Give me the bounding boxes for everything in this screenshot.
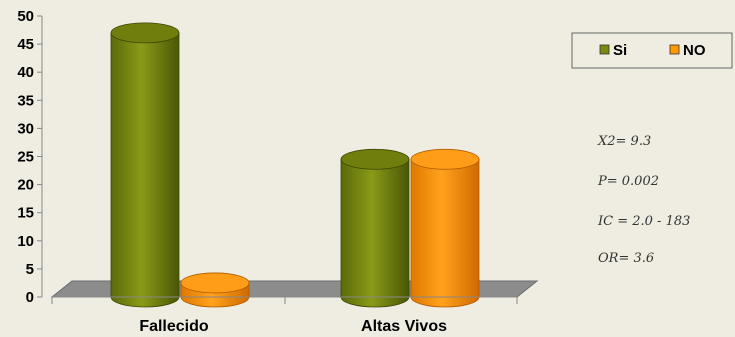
y-axis: 0 5 10 15 20 25 30 35 40 45 50	[17, 8, 43, 306]
stats-annotation: X2= 9.3 P= 0.002 IC = 2.0 - 183 OR= 3.6	[597, 134, 690, 266]
y-tick-label: 0	[26, 289, 34, 306]
stat-x2: X2= 9.3	[597, 134, 651, 149]
bar-altas-vivos-si	[340, 148, 410, 308]
bar-fallecido-no	[180, 272, 250, 308]
y-tick-label: 15	[17, 205, 34, 222]
legend-swatch-si	[599, 44, 610, 55]
y-tick-label: 30	[17, 120, 34, 137]
y-tick-label: 20	[17, 177, 34, 194]
legend-box	[571, 32, 733, 69]
y-tick-label: 40	[17, 64, 34, 81]
stat-ic: IC = 2.0 - 183	[597, 214, 690, 229]
bar-top	[410, 148, 480, 170]
bar-altas-vivos-no	[410, 148, 480, 308]
bar-top	[180, 272, 250, 294]
bar-top	[340, 148, 410, 170]
bar-fallecido-si	[110, 22, 180, 308]
stat-p: P= 0.002	[597, 174, 659, 189]
bar-body	[110, 32, 180, 308]
y-tick-label: 50	[17, 8, 34, 25]
bar-body	[410, 158, 480, 308]
x-tick-label: Altas Vivos	[361, 318, 447, 335]
y-tick-label: 25	[17, 149, 34, 166]
legend: Si NO	[571, 32, 733, 69]
legend-label-si: Si	[613, 42, 627, 59]
legend-label-no: NO	[683, 42, 706, 59]
y-tick-label: 5	[26, 261, 34, 278]
stat-or: OR= 3.6	[598, 251, 654, 266]
y-tick-label: 10	[17, 233, 34, 250]
bar-body	[340, 158, 410, 308]
y-tick-label: 35	[17, 92, 34, 109]
x-axis: Fallecido Altas Vivos	[51, 297, 518, 335]
x-tick-label: Fallecido	[139, 318, 209, 335]
y-tick-label: 45	[17, 36, 34, 53]
bar-top	[110, 22, 180, 44]
bars	[110, 22, 480, 308]
legend-swatch-no	[669, 44, 680, 55]
